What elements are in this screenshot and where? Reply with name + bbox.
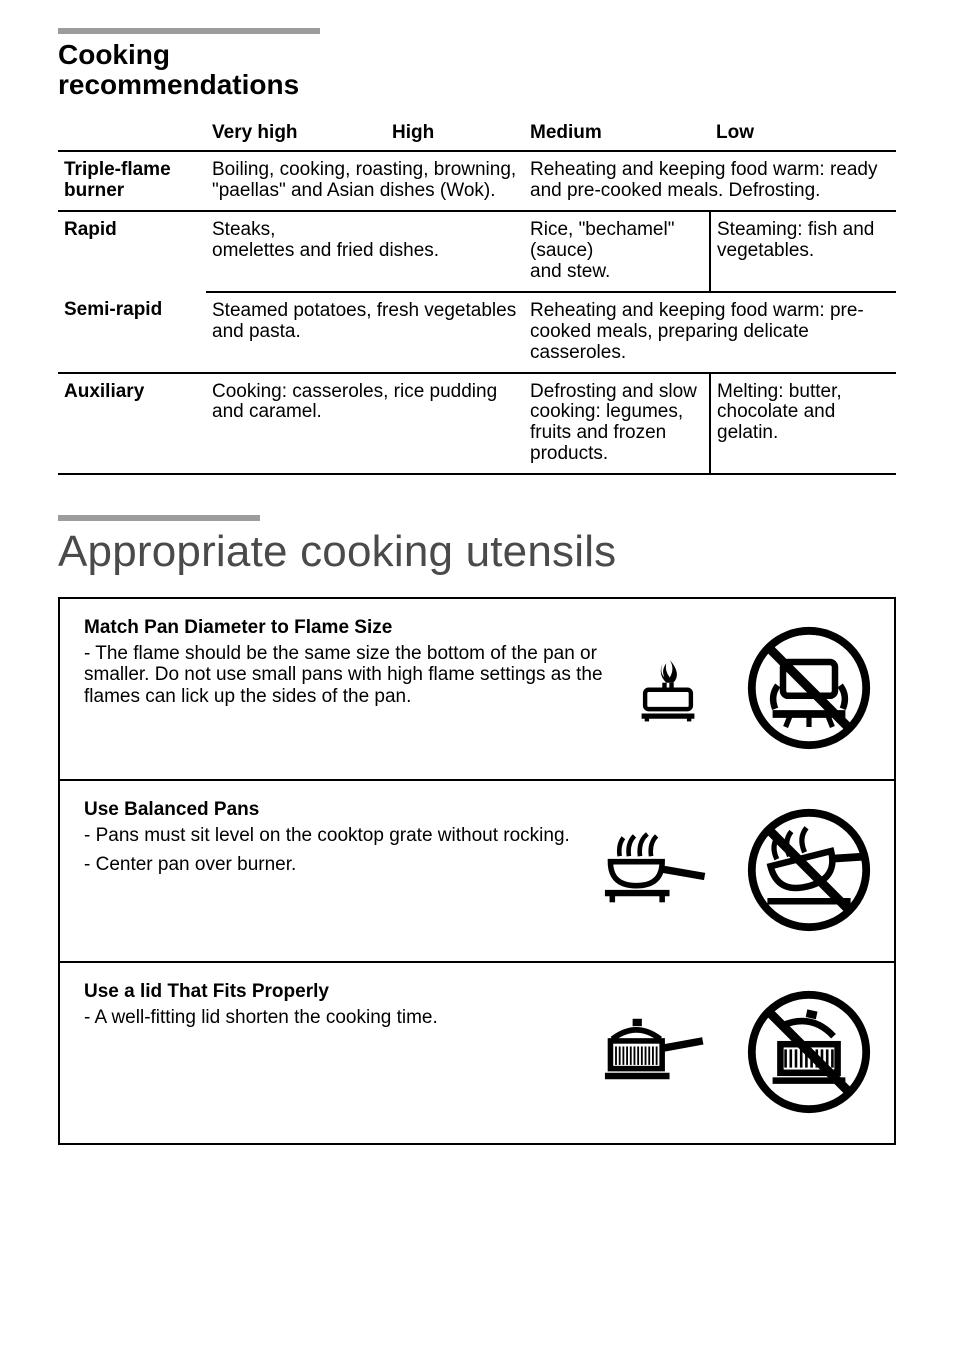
title-line-2: recommendations [58, 69, 299, 100]
pan-lid-bad-icon [744, 987, 874, 1117]
col-high: High [386, 118, 524, 151]
cell-semi-med-low: Reheating and keeping food warm: pre-coo… [524, 292, 896, 373]
cell-rapid-medium: Rice, "bechamel" (sauce)and stew. [524, 211, 710, 292]
section-rule [58, 28, 320, 34]
cell-aux-medium: Defrosting and slow cooking: legumes, fr… [524, 373, 710, 475]
util-row-lid: Use a lid That Fits Properly - A well-fi… [60, 963, 894, 1143]
recommendations-table: Very high High Medium Low Triple-flamebu… [58, 118, 896, 475]
util-body-2: - Center pan over burner. [84, 854, 572, 875]
util-heading: Use a lid That Fits Properly [84, 981, 572, 1003]
util-heading: Match Pan Diameter to Flame Size [84, 617, 604, 639]
util-heading: Use Balanced Pans [84, 799, 572, 821]
row-auxiliary-label: Auxiliary [58, 373, 206, 475]
utensils-title: Appropriate cooking utensils [58, 527, 896, 577]
util-body: - The flame should be the same size the … [84, 643, 604, 707]
col-very-high: Very high [206, 118, 386, 151]
util-row-balanced: Use Balanced Pans - Pans must sit level … [60, 781, 894, 963]
col-low: Low [710, 118, 896, 151]
util-row-flame-size: Match Pan Diameter to Flame Size - The f… [60, 599, 894, 781]
util-body: - A well-fitting lid shorten the cooking… [84, 1007, 572, 1028]
pan-lid-ok-icon [592, 1002, 712, 1102]
cell-triple-med-low: Reheating and keeping food warm: ready a… [524, 151, 896, 211]
utensils-box: Match Pan Diameter to Flame Size - The f… [58, 597, 896, 1145]
pan-balanced-bad-icon [744, 805, 874, 935]
section-title: Cooking recommendations [58, 40, 896, 100]
pan-flame-ok-icon [624, 644, 712, 732]
pan-flame-bad-icon [744, 623, 874, 753]
cell-semi-vh-high: Steamed potatoes, fresh vegetables and p… [206, 292, 524, 373]
cell-rapid-low: Steaming: fish and vegetables. [710, 211, 896, 292]
cell-rapid-vh-high: Steaks,omelettes and fried dishes. [206, 211, 524, 292]
cell-triple-vh-high: Boiling, cooking, roasting, browning, "p… [206, 151, 524, 211]
section-rule-2 [58, 515, 260, 521]
cell-aux-vh-high: Cooking: casseroles, rice pudding and ca… [206, 373, 524, 475]
col-medium: Medium [524, 118, 710, 151]
row-semi-rapid-label: Semi-rapid [58, 292, 206, 373]
util-body: - Pans must sit level on the cooktop gra… [84, 825, 572, 846]
row-rapid-label: Rapid [58, 211, 206, 292]
pan-balanced-ok-icon [592, 825, 712, 915]
cell-aux-low: Melting: butter, chocolate and gelatin. [710, 373, 896, 475]
row-triple-flame-label: Triple-flameburner [58, 151, 206, 211]
title-line-1: Cooking [58, 39, 170, 70]
